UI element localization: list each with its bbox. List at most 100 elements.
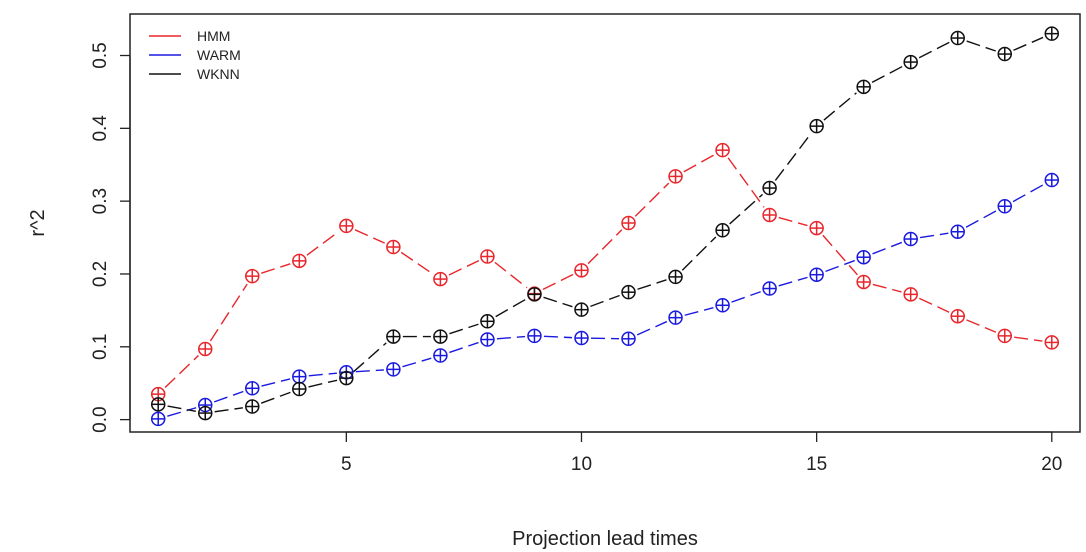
data-point bbox=[386, 362, 401, 377]
series-segment bbox=[966, 319, 997, 333]
series-segment bbox=[778, 276, 808, 287]
data-point bbox=[903, 54, 918, 70]
series-warm bbox=[150, 172, 1060, 427]
series-layer bbox=[150, 26, 1060, 427]
series-segment bbox=[637, 279, 667, 290]
data-point bbox=[997, 328, 1013, 344]
series-segment bbox=[260, 391, 291, 404]
data-point bbox=[856, 79, 871, 95]
series-segment bbox=[167, 407, 197, 417]
series-segment bbox=[495, 298, 527, 318]
series-segment bbox=[1013, 36, 1044, 51]
legend-label: WARM bbox=[197, 47, 241, 63]
series-segment bbox=[494, 261, 528, 289]
data-point bbox=[950, 224, 965, 239]
data-point bbox=[292, 381, 307, 397]
series-segment bbox=[778, 216, 808, 227]
data-point bbox=[433, 348, 448, 363]
series-segment bbox=[729, 193, 764, 225]
data-point bbox=[1044, 172, 1060, 188]
series-segment bbox=[774, 133, 812, 181]
data-point bbox=[950, 30, 965, 46]
data-point bbox=[433, 329, 448, 344]
data-point bbox=[339, 370, 354, 386]
legend-label: HMM bbox=[197, 28, 230, 44]
data-point bbox=[386, 329, 401, 344]
series-segment bbox=[681, 236, 717, 271]
data-point bbox=[621, 331, 636, 347]
data-point bbox=[903, 287, 918, 302]
y-axis-title: r^2 bbox=[27, 209, 49, 236]
data-point bbox=[292, 253, 307, 269]
data-point bbox=[527, 287, 542, 302]
y-axis: 0.0 0.1 0.2 0.3 0.4 0.5 bbox=[90, 42, 131, 433]
series-segment bbox=[919, 297, 950, 313]
data-point bbox=[668, 310, 683, 325]
data-point bbox=[433, 271, 448, 287]
data-point bbox=[668, 169, 683, 184]
series-segment bbox=[543, 335, 573, 339]
series-segment bbox=[1014, 336, 1043, 342]
data-point bbox=[668, 269, 683, 285]
series-segment bbox=[449, 341, 479, 354]
data-point bbox=[150, 397, 166, 412]
y-tick-label: 0.3 bbox=[90, 188, 111, 214]
data-point bbox=[1044, 335, 1060, 350]
data-point bbox=[197, 341, 213, 357]
series-segment bbox=[872, 241, 903, 255]
series-segment bbox=[261, 378, 291, 387]
x-tick-label: 5 bbox=[341, 454, 352, 475]
series-segment bbox=[590, 294, 620, 308]
data-point bbox=[621, 284, 636, 300]
series-segment bbox=[355, 369, 384, 373]
x-axis: 5 10 15 20 bbox=[341, 431, 1062, 475]
legend: HMM WARM WKNN bbox=[149, 28, 241, 82]
series-segment bbox=[213, 390, 244, 403]
data-point bbox=[574, 330, 589, 346]
series-segment bbox=[167, 405, 197, 413]
x-tick-label: 20 bbox=[1041, 454, 1062, 475]
x-tick-label: 10 bbox=[571, 454, 592, 475]
series-segment bbox=[1012, 184, 1044, 203]
series-segment bbox=[542, 273, 574, 291]
series-segment bbox=[918, 41, 950, 59]
series-segment bbox=[871, 65, 903, 84]
data-point bbox=[245, 381, 260, 396]
data-point bbox=[856, 274, 871, 290]
data-point bbox=[997, 46, 1013, 62]
data-point bbox=[950, 308, 965, 324]
data-point bbox=[809, 267, 824, 282]
data-point bbox=[527, 328, 542, 344]
series-segment bbox=[727, 157, 765, 208]
data-point bbox=[809, 118, 824, 134]
series-segment bbox=[306, 231, 340, 256]
data-point bbox=[621, 215, 636, 231]
data-point bbox=[809, 220, 824, 236]
data-point bbox=[574, 302, 589, 317]
legend-item-wknn: WKNN bbox=[149, 66, 240, 82]
y-tick-label: 0.5 bbox=[90, 42, 111, 68]
data-point bbox=[197, 405, 213, 421]
data-point bbox=[715, 298, 730, 313]
series-segment bbox=[822, 234, 858, 276]
series-segment bbox=[587, 229, 623, 265]
series-segment bbox=[400, 251, 433, 275]
data-point bbox=[762, 207, 777, 223]
data-point bbox=[715, 142, 730, 158]
series-segment bbox=[543, 296, 573, 308]
data-point bbox=[245, 268, 260, 284]
series-segment bbox=[352, 342, 387, 373]
data-point bbox=[150, 411, 166, 427]
series-segment bbox=[634, 182, 670, 217]
data-point bbox=[762, 180, 777, 196]
series-wknn bbox=[150, 26, 1060, 421]
legend-item-hmm: HMM bbox=[149, 28, 230, 44]
series-segment bbox=[919, 232, 949, 239]
series-segment bbox=[731, 291, 761, 303]
series-segment bbox=[164, 355, 199, 389]
series-segment bbox=[966, 40, 996, 52]
series-segment bbox=[825, 259, 856, 273]
series-segment bbox=[261, 263, 291, 274]
data-point bbox=[715, 223, 730, 238]
